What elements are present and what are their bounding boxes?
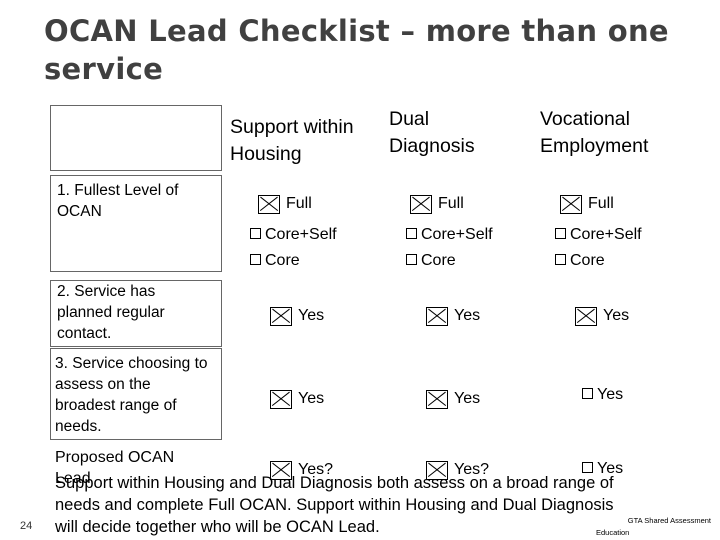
checked-box-icon [270,389,292,409]
empty-box-icon [582,462,593,474]
option-yes-q-proposed-dual[interactable]: Yes? [426,460,489,480]
option-yes-contact-vocational[interactable]: Yes [575,306,629,326]
option-core-self-dual[interactable]: Core+Self [406,225,493,245]
option-label: Full [286,195,312,212]
column-header-vocational-employment: Vocational Employment [540,108,649,157]
option-label: Yes? [454,461,489,478]
checked-box-icon [426,389,448,409]
checked-box-icon [410,194,432,214]
footer-line-2: Education [596,528,630,537]
checked-box-icon [560,194,582,214]
page-title: OCAN Lead Checklist – more than one serv… [44,14,669,86]
option-yes-q-proposed-housing[interactable]: Yes? [270,460,333,480]
checked-box-icon [270,460,292,480]
option-label: Core [421,252,456,269]
option-label: Core [265,252,300,269]
row-label-proposed: Proposed OCAN Lead [55,449,175,487]
empty-box-icon [406,228,417,240]
option-yes-range-housing[interactable]: Yes [270,389,324,409]
option-full-dual[interactable]: Full [410,194,464,214]
option-core-self-vocational[interactable]: Core+Self [555,225,642,245]
option-label: Yes [603,307,630,324]
option-label: Full [588,195,614,212]
option-label: Core+Self [570,226,642,243]
option-label: Core+Self [265,226,337,243]
option-full-housing[interactable]: Full [258,194,312,214]
option-label: Yes? [298,461,333,478]
row-label-range: 3. Service choosing to assess on the bro… [55,355,208,435]
option-label: Yes [454,307,481,324]
empty-box-icon [555,254,566,266]
summary-text: Support within Housing and Dual Diagnosi… [55,474,614,536]
option-label: Yes [597,460,624,477]
empty-box-icon [582,388,593,400]
row-label-box-range [50,348,222,440]
checked-box-icon [258,194,280,214]
option-yes-contact-dual[interactable]: Yes [426,306,480,326]
checked-box-icon [575,306,597,326]
column-header-support-housing: Support within Housing [230,116,354,165]
row-label-box-level [50,175,222,272]
checked-box-icon [426,460,448,480]
option-yes-range-dual[interactable]: Yes [426,389,480,409]
option-label: Core+Self [421,226,493,243]
option-label: Core [570,252,605,269]
empty-box-icon [250,228,261,240]
row-label-contact: 2. Service has planned regular contact. [57,283,165,342]
checked-box-icon [270,306,292,326]
column-header-dual-diagnosis: Dual Diagnosis [389,108,475,157]
option-core-housing[interactable]: Core [250,251,300,271]
option-core-vocational[interactable]: Core [555,251,605,271]
empty-box-icon [406,254,417,266]
option-label: Full [438,195,464,212]
page-number: 24 [20,520,33,532]
footer-organization: GTA Shared Assessment Education [596,516,711,538]
footer-line-1: GTA Shared Assessment [627,516,711,525]
option-label: Yes [298,390,325,407]
option-yes-proposed-vocational[interactable]: Yes [582,459,623,479]
option-label: Yes [454,390,481,407]
checked-box-icon [426,306,448,326]
header-corner-box [50,105,222,171]
empty-box-icon [555,228,566,240]
option-full-vocational[interactable]: Full [560,194,614,214]
option-yes-range-vocational[interactable]: Yes [582,385,623,405]
option-label: Yes [298,307,325,324]
option-label: Yes [597,386,624,403]
row-label-level: 1. Fullest Level of OCAN [57,182,179,220]
row-label-box-contact [50,280,222,347]
empty-box-icon [250,254,261,266]
option-core-self-housing[interactable]: Core+Self [250,225,337,245]
option-yes-contact-housing[interactable]: Yes [270,306,324,326]
option-core-dual[interactable]: Core [406,251,456,271]
